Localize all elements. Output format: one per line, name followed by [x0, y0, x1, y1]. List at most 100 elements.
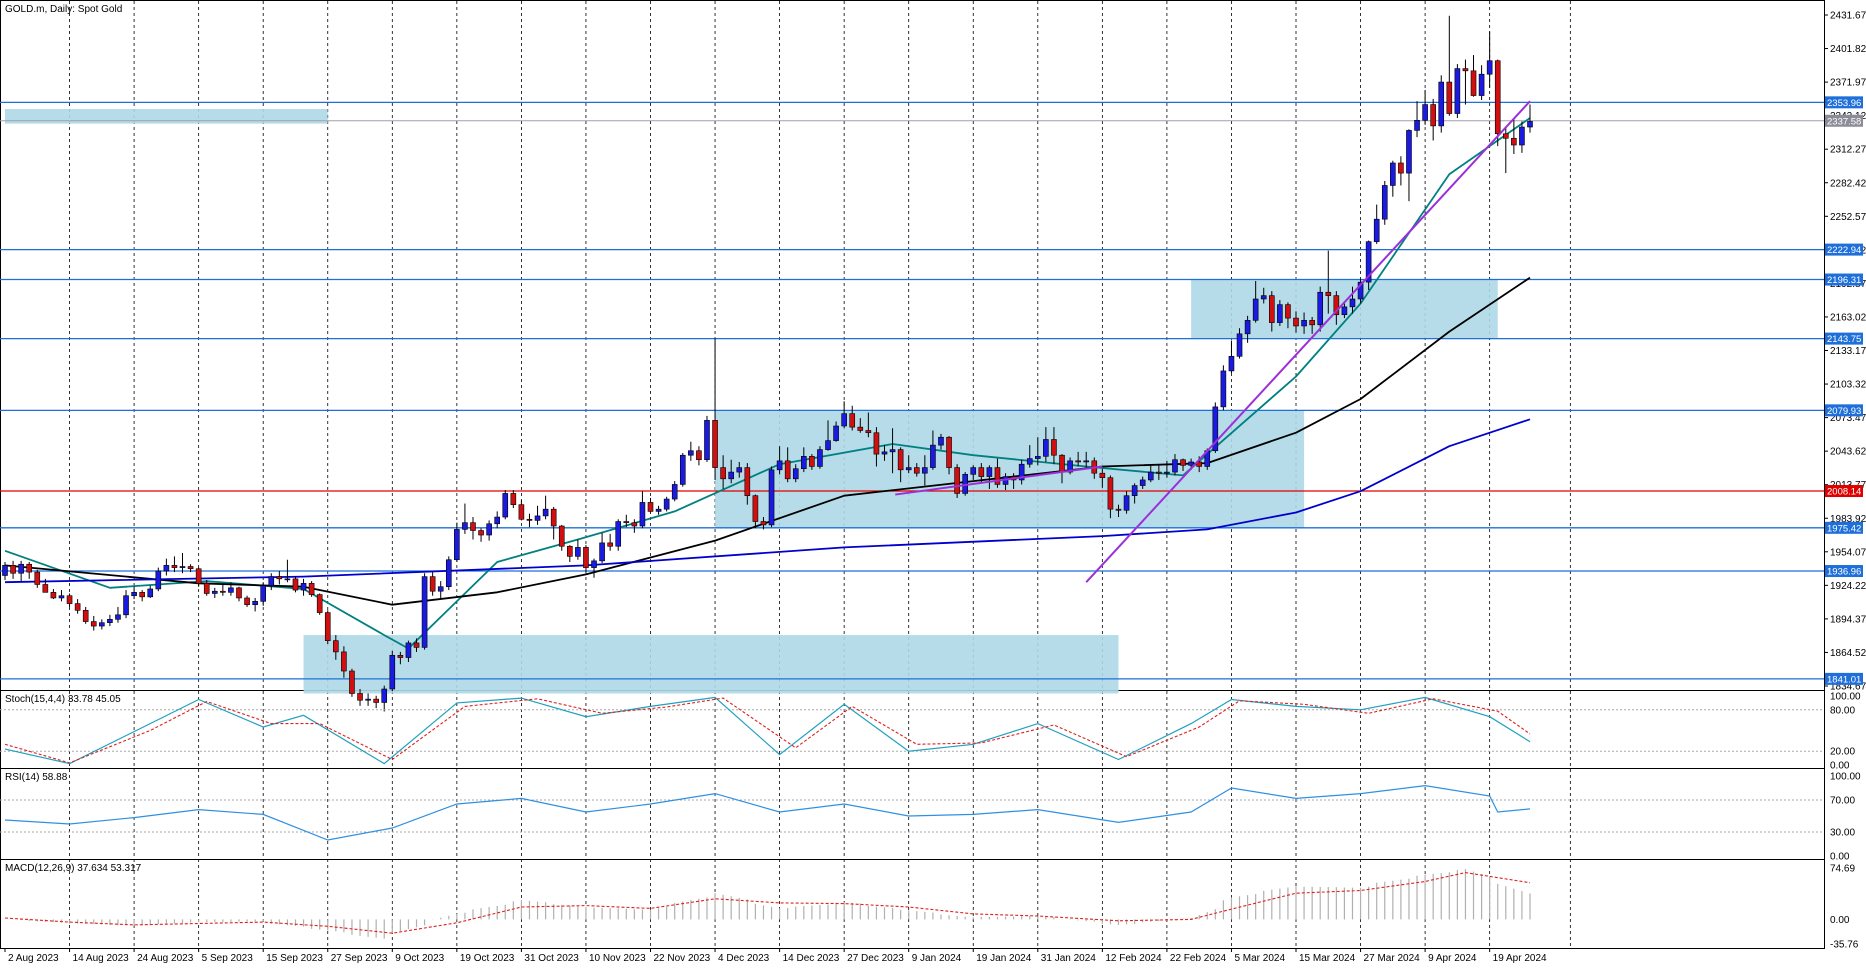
candle-body — [1131, 485, 1138, 496]
candle-body — [123, 595, 129, 616]
level-tag-bg — [1825, 521, 1863, 534]
date-tick-label: 27 Sep 2023 — [331, 953, 388, 964]
candle-body — [631, 522, 638, 527]
candle-body — [454, 529, 460, 561]
candle-body — [1486, 60, 1493, 75]
candle-body — [1220, 370, 1227, 408]
candle-body — [752, 495, 759, 522]
candle-body — [292, 578, 299, 591]
rsi-tick-label: 100.00 — [1830, 772, 1861, 783]
candle-body — [930, 444, 936, 468]
zones-layer — [5, 109, 1498, 694]
candle-body — [405, 642, 412, 658]
zone-rect — [303, 635, 1119, 694]
price-tick-label: 1894.37 — [1830, 614, 1866, 625]
candle-body — [1123, 495, 1130, 511]
candle-body — [324, 612, 331, 641]
candle-body — [591, 560, 597, 568]
candle-body — [550, 508, 557, 527]
candle-body — [1462, 68, 1469, 72]
candle-body — [486, 523, 492, 536]
price-tick-label: 1954.07 — [1830, 547, 1866, 558]
candle-body — [841, 413, 847, 427]
candle-body — [421, 576, 428, 648]
candle-body — [1406, 130, 1412, 174]
zone-rect — [715, 410, 1305, 529]
candle-body — [429, 576, 436, 592]
trendline — [895, 465, 1103, 496]
macd-label: MACD(12,26,9) 37.634 53.317 — [5, 863, 142, 874]
candle-body — [1172, 459, 1178, 473]
stoch-tick-label: 20.00 — [1830, 747, 1855, 758]
rsi-tick-label: 70.00 — [1830, 796, 1855, 807]
candle-body — [1454, 68, 1461, 114]
candle-body — [518, 504, 525, 520]
price-tick-label: 2401.82 — [1830, 44, 1866, 55]
candle-body — [74, 603, 81, 611]
candle-body — [316, 594, 323, 613]
level-tag: 2196.31 — [1827, 275, 1861, 286]
candle-body — [881, 451, 888, 455]
candle-body — [1107, 477, 1114, 510]
candle-body — [18, 563, 24, 574]
candle-body — [308, 583, 315, 595]
candle-body — [1381, 185, 1388, 220]
candle-body — [784, 460, 791, 480]
candle-body — [1075, 460, 1081, 463]
candle-body — [679, 454, 686, 485]
price-tick-label: 2371.97 — [1830, 78, 1866, 89]
level-tag-bg — [1825, 273, 1863, 286]
candle-body — [1051, 439, 1057, 456]
date-tick-label: 5 Sep 2023 — [202, 953, 254, 964]
candle-body — [1059, 454, 1065, 473]
candle-body — [195, 568, 202, 584]
candle-body — [825, 440, 831, 450]
date-tick-label: 12 Feb 2024 — [1105, 953, 1162, 964]
candle-body — [1398, 162, 1404, 174]
price-tick-label: 1834.67 — [1830, 682, 1866, 693]
level-tag-bg — [1825, 332, 1863, 345]
candle-body — [58, 595, 65, 599]
candle-body — [147, 588, 154, 598]
candle-body — [1357, 281, 1364, 300]
stochastic-panel: 100.00 80.00 20.00 0.00 — [0, 692, 1861, 772]
candle-body — [688, 450, 694, 456]
price-tick-label: 2133.17 — [1830, 346, 1866, 357]
candle-body — [873, 432, 880, 455]
moving-average-line — [4, 276, 1531, 606]
stoch-tick-label: 0.00 — [1830, 761, 1850, 772]
candle-body — [1285, 304, 1291, 319]
candle-body — [1147, 471, 1154, 481]
date-tick-label: 9 Jan 2024 — [912, 953, 962, 964]
date-tick-label: 15 Sep 2023 — [266, 953, 323, 964]
price-tick-label: 2282.42 — [1830, 178, 1866, 189]
candle-body — [284, 578, 291, 581]
candle-body — [1099, 472, 1106, 478]
level-tag: 1975.42 — [1827, 523, 1861, 534]
candle-body — [1390, 162, 1396, 186]
candle-body — [994, 467, 1001, 485]
candle-body — [1083, 460, 1090, 463]
candle-body — [1026, 458, 1033, 465]
candle-body — [1502, 133, 1509, 139]
candle-body — [115, 614, 121, 620]
candle-body — [82, 610, 89, 622]
date-axis: 2 Aug 2023 14 Aug 2023 24 Aug 2023 5 Sep 20… — [4, 948, 1547, 964]
candle-body — [776, 460, 783, 471]
price-tick-label: 2431.67 — [1830, 11, 1866, 22]
candle-body — [1438, 81, 1445, 127]
candle-body — [1373, 218, 1380, 242]
stoch-k-line — [4, 696, 1531, 765]
candle-body — [1317, 291, 1324, 326]
candle-body — [889, 449, 896, 453]
candle-body — [10, 565, 16, 574]
candle-body — [34, 571, 41, 585]
candle-body — [922, 467, 928, 474]
rsi-label: RSI(14) 58.88 — [5, 772, 68, 783]
price-tick-label: 1983.92 — [1830, 514, 1866, 525]
candle-body — [1139, 479, 1146, 486]
price-tick-label: 2252.57 — [1830, 212, 1866, 223]
date-tick-label: 31 Oct 2023 — [524, 953, 579, 964]
